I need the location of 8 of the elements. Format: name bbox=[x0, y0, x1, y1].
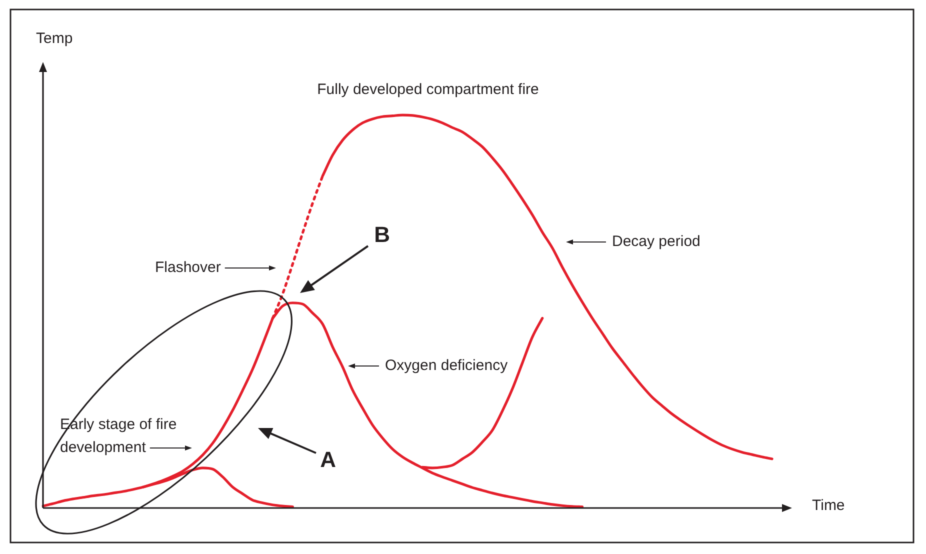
annotation: Decay period bbox=[612, 233, 700, 250]
y-axis-title: Temp bbox=[36, 30, 73, 48]
annotation: Oxygen deficiency bbox=[385, 357, 508, 374]
text: Fully developed compartment fire bbox=[317, 81, 539, 98]
x-axis-title: Time bbox=[812, 497, 845, 514]
annotation: B bbox=[374, 222, 390, 248]
annotation: A bbox=[320, 447, 336, 472]
annotation: Flashover bbox=[155, 259, 221, 276]
